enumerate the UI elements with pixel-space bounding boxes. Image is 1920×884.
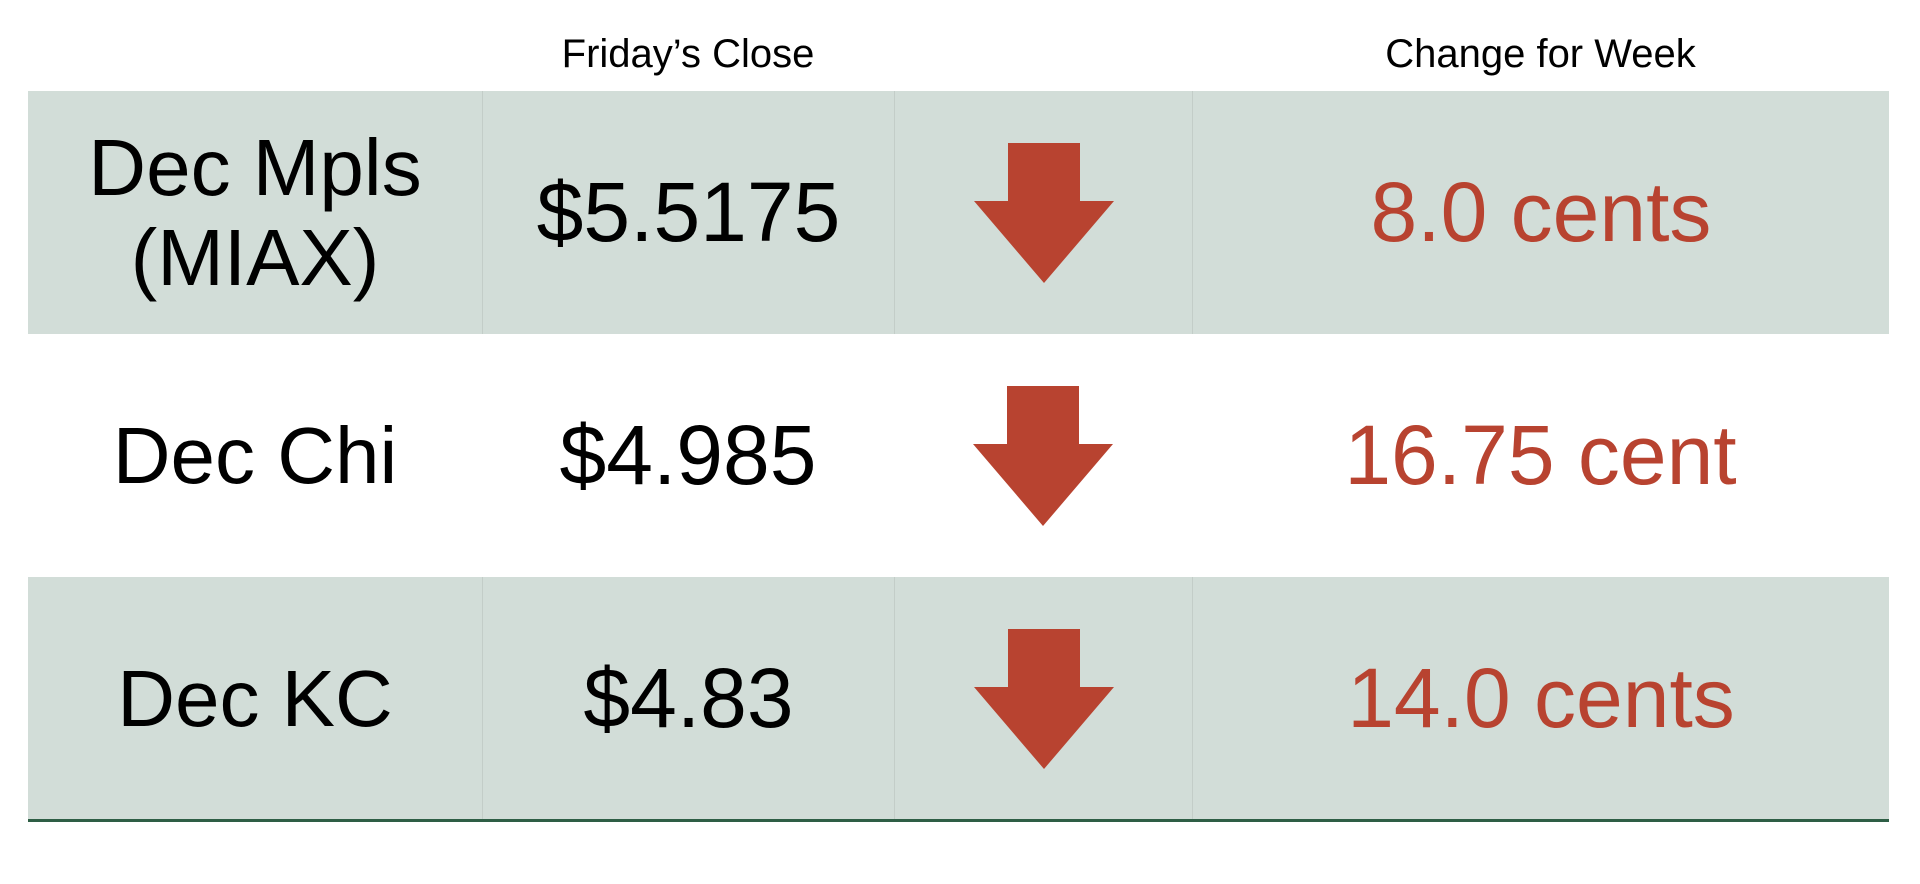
down-arrow-icon	[973, 385, 1113, 526]
weekly-change: 14.0 cents	[1347, 651, 1735, 745]
direction-cell	[894, 577, 1192, 820]
table-row: Dec KC $4.83 14.0 cents	[28, 577, 1889, 820]
direction-cell	[894, 91, 1192, 334]
contract-name: Dec KC	[117, 653, 393, 743]
contract-name-cell: Dec KC	[28, 577, 482, 820]
contract-name-line1: Dec Mpls	[88, 122, 422, 212]
table-row: Dec Mpls (MIAX) $5.5175 8.0 cents	[28, 91, 1889, 334]
change-for-week-header: Change for Week	[1385, 32, 1696, 76]
table-header: Friday’s Close Change for Week	[0, 0, 1920, 92]
close-price-cell: $4.985	[482, 334, 894, 577]
table-row: Dec Chi $4.985 16.75 cent	[28, 334, 1889, 577]
weekly-change-cell: 8.0 cents	[1192, 91, 1889, 334]
weekly-change-cell: 16.75 cent	[1192, 334, 1889, 577]
close-price: $4.83	[583, 651, 794, 745]
contract-name: Dec Mpls (MIAX)	[88, 123, 421, 303]
close-price: $4.985	[559, 408, 817, 502]
fridays-close-header: Friday’s Close	[561, 32, 815, 76]
contract-name-line2: (MIAX)	[130, 212, 380, 302]
direction-cell	[894, 334, 1192, 577]
contract-name-cell: Dec Chi	[28, 334, 482, 577]
close-price-cell: $4.83	[482, 577, 894, 820]
weekly-change: 8.0 cents	[1370, 165, 1712, 259]
contract-name: Dec Chi	[112, 410, 398, 500]
bottom-divider	[28, 819, 1889, 822]
down-arrow-icon	[973, 628, 1114, 769]
weekly-change: 16.75 cent	[1344, 408, 1737, 502]
close-price: $5.5175	[536, 165, 841, 259]
close-price-cell: $5.5175	[482, 91, 894, 334]
weekly-change-cell: 14.0 cents	[1192, 577, 1889, 820]
contract-name-cell: Dec Mpls (MIAX)	[28, 91, 482, 334]
down-arrow-icon	[973, 142, 1114, 283]
